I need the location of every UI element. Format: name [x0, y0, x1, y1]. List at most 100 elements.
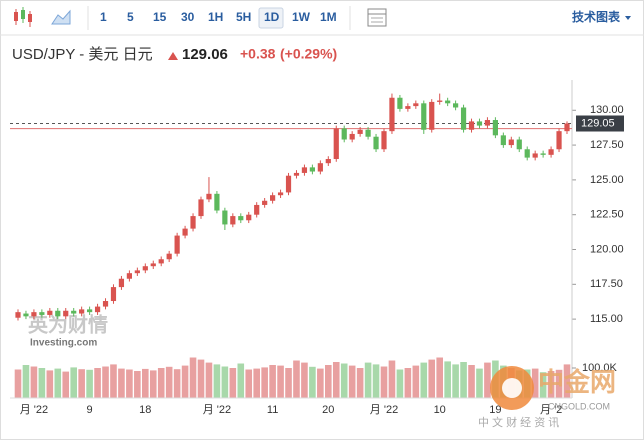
interval-button[interactable]: 1D	[264, 10, 280, 24]
candle-body	[373, 136, 379, 150]
volume-bar	[301, 362, 308, 398]
candle-body	[79, 309, 85, 314]
volume-bar	[412, 365, 420, 398]
volume-bar	[404, 368, 412, 398]
volume-bar	[165, 366, 173, 398]
candle-body	[556, 131, 562, 150]
candle-body	[293, 172, 300, 176]
candle-body	[230, 216, 236, 225]
area-icon[interactable]	[51, 9, 71, 25]
volume-bar	[356, 368, 364, 398]
candle-body	[357, 129, 363, 134]
dropdown-arrow[interactable]	[625, 16, 631, 20]
candle-body	[23, 313, 29, 317]
candle-body	[190, 216, 196, 229]
price: 129.06	[182, 46, 228, 63]
candle-body	[222, 210, 228, 225]
interval-button[interactable]: 5	[127, 10, 134, 24]
candle-body	[238, 216, 244, 221]
candle-body	[270, 195, 276, 201]
interval-button[interactable]: 1M	[320, 10, 337, 24]
volume-bar	[237, 363, 245, 398]
interval-button[interactable]: 1W	[292, 10, 311, 24]
last-price-flag	[576, 115, 624, 132]
candle-body	[118, 278, 125, 288]
candle-body	[285, 175, 292, 193]
candle-body	[492, 120, 498, 136]
interval-button[interactable]: 5H	[236, 10, 251, 24]
volume-bar	[293, 360, 300, 398]
candle-body	[476, 121, 483, 126]
volume-bar	[149, 370, 157, 398]
watermark-right-sub: 中 文 财 经 资 讯	[478, 415, 559, 429]
interval-button[interactable]: 15	[153, 10, 167, 24]
volume-bar	[189, 357, 197, 398]
candle-body	[317, 163, 323, 172]
candle-body	[389, 97, 395, 132]
candle-body	[301, 167, 308, 173]
candle-body	[397, 97, 403, 109]
candle-body	[71, 310, 77, 314]
volume-bar	[245, 369, 253, 398]
candle-body	[102, 301, 109, 307]
volume-bar	[428, 359, 436, 398]
indicators-button[interactable]: 技术图表	[572, 9, 621, 24]
candle-icon[interactable]	[14, 7, 32, 27]
candle-body	[150, 263, 156, 267]
volume-bar	[38, 368, 46, 398]
volume-bar	[142, 368, 149, 398]
x-tick-label: 月 '2	[540, 404, 562, 416]
y-tick-label: 127.50	[590, 139, 624, 151]
volume-bar	[380, 366, 388, 398]
volume-bar	[110, 364, 117, 398]
candle-body	[55, 310, 61, 317]
volume-bar	[460, 362, 467, 398]
volume-bar	[134, 371, 141, 398]
candle-body	[134, 270, 140, 274]
volume-bar	[269, 365, 276, 398]
volume-bar	[126, 369, 133, 398]
volume-bar	[277, 365, 284, 398]
y-tick-label: 122.50	[590, 209, 624, 221]
volume-bar	[555, 369, 563, 398]
candle-body	[254, 204, 260, 215]
grid-icon[interactable]	[367, 8, 387, 27]
candle-body	[142, 266, 148, 271]
up-arrow	[168, 52, 178, 60]
candle-body	[564, 123, 570, 132]
volume-bar	[62, 371, 70, 398]
candle-body	[158, 259, 164, 264]
volume-bar	[197, 359, 205, 398]
interval-button[interactable]: 1H	[208, 10, 223, 24]
volume-bar	[476, 368, 483, 398]
volume-bar	[30, 366, 38, 398]
candle-body	[198, 199, 204, 217]
volume-bar	[340, 363, 348, 398]
y-tick-label: 130.00	[590, 104, 624, 116]
volume-bar	[213, 364, 221, 398]
candle-body	[94, 306, 101, 313]
volume-bar	[86, 369, 93, 398]
interval-button[interactable]: 30	[181, 10, 195, 24]
volume-bar	[70, 367, 77, 398]
interval-button[interactable]: 1	[100, 10, 107, 24]
candle-body	[453, 103, 459, 108]
volume-bar	[181, 365, 189, 398]
volume-bar	[285, 368, 292, 398]
x-tick-label: 19	[489, 404, 501, 416]
volume-bar	[547, 371, 555, 398]
volume-bar	[563, 364, 571, 398]
volume-bar	[54, 368, 62, 398]
symbol: USD/JPY - 美元 日元	[12, 46, 153, 63]
volume-bar	[94, 368, 101, 398]
volume-bar	[78, 369, 85, 398]
candle-body	[277, 192, 284, 196]
candle-body	[468, 121, 475, 130]
volume-bar	[420, 362, 428, 398]
candle-body	[63, 310, 69, 317]
candle-body	[484, 120, 491, 126]
volume-bar	[436, 357, 443, 398]
candle-body	[508, 139, 514, 146]
y-tick-label: 125.00	[590, 174, 624, 186]
candle-body	[214, 193, 220, 211]
